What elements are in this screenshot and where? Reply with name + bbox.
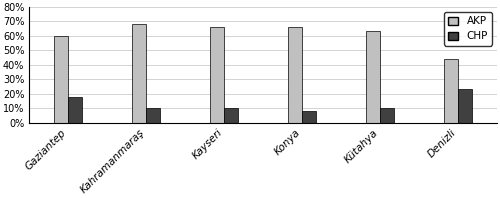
Bar bbox=[54, 36, 68, 123]
Bar bbox=[132, 24, 146, 123]
Bar bbox=[288, 27, 302, 123]
Bar bbox=[444, 59, 458, 123]
Legend: AKP, CHP: AKP, CHP bbox=[444, 12, 492, 46]
Bar bbox=[380, 108, 394, 123]
Bar bbox=[458, 89, 472, 123]
Bar bbox=[224, 108, 238, 123]
Bar bbox=[302, 111, 316, 123]
Bar bbox=[210, 27, 224, 123]
Bar bbox=[68, 97, 82, 123]
Bar bbox=[366, 31, 380, 123]
Bar bbox=[146, 108, 160, 123]
